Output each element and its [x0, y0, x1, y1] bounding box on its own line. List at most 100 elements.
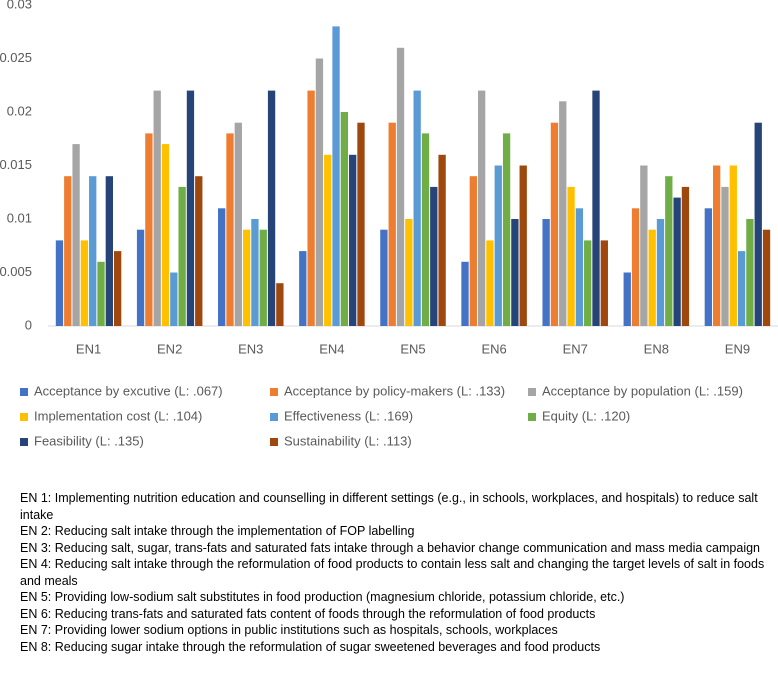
bar	[97, 261, 105, 326]
legend-swatch	[270, 438, 278, 446]
y-tick-label: 0.005	[0, 264, 32, 279]
bar	[567, 186, 575, 326]
bar	[299, 251, 307, 326]
bar	[737, 251, 746, 326]
note: EN 8: Reducing sugar intake through the …	[20, 639, 601, 654]
y-tick-label: 0	[25, 317, 32, 332]
bar	[153, 90, 161, 326]
bar	[519, 165, 527, 326]
note: EN 5: Providing low-sodium salt substitu…	[20, 590, 625, 604]
bar	[762, 229, 771, 326]
bar	[511, 219, 519, 326]
x-tick-label: EN1	[76, 341, 101, 356]
x-tick-label: EN3	[238, 341, 263, 356]
bar	[315, 58, 324, 326]
bar	[234, 122, 242, 326]
bar	[186, 90, 195, 326]
x-tick-label: EN2	[157, 341, 182, 356]
bar	[413, 90, 421, 326]
bar	[178, 186, 186, 326]
y-tick-label: 0.025	[0, 50, 32, 65]
bar	[267, 90, 276, 326]
bar	[542, 219, 550, 326]
legend-swatch	[270, 413, 278, 421]
bar	[438, 154, 446, 326]
bar	[502, 133, 511, 326]
x-tick-label: EN6	[481, 341, 506, 356]
bar	[276, 283, 284, 326]
bar	[640, 165, 648, 326]
bar	[340, 112, 349, 326]
bar	[486, 240, 494, 326]
legend-label: Sustainability (L: .113)	[284, 433, 412, 448]
bar	[469, 176, 477, 326]
bar	[648, 229, 656, 326]
bar	[623, 272, 631, 326]
bar	[242, 229, 251, 326]
note: EN 7: Providing lower sodium options in …	[20, 623, 558, 637]
legend-swatch	[528, 388, 536, 396]
bar	[195, 176, 203, 326]
y-tick-label: 0.015	[0, 157, 32, 172]
legend-label: Implementation cost (L: .104)	[34, 408, 202, 423]
bar	[631, 208, 640, 326]
y-tick-label: 0.01	[7, 210, 32, 225]
bar	[80, 240, 89, 326]
notes: EN 1: Implementing nutrition education a…	[20, 490, 772, 655]
y-tick-label: 0.03	[7, 0, 32, 11]
bar	[704, 208, 713, 326]
note: EN 6: Reducing trans-fats and saturated …	[20, 606, 596, 621]
legend-swatch	[20, 438, 28, 446]
legend-swatch	[20, 388, 28, 396]
bar	[136, 229, 145, 326]
bar	[64, 176, 72, 326]
chart: 0 0.005 0.01 0.015 0.02 0.025 0.03 EN1 EN2 EN3 EN4…	[0, 0, 778, 448]
bar	[665, 176, 673, 326]
legend-label: Equity (L: .120)	[542, 408, 630, 423]
bar	[388, 122, 396, 326]
note: EN 3: Reducing salt, sugar, trans-fats a…	[20, 540, 761, 555]
bar	[161, 144, 170, 326]
bar	[226, 133, 234, 326]
x-tick-label: EN9	[725, 341, 750, 356]
bar	[430, 186, 438, 326]
legend-swatch	[528, 413, 536, 421]
bar	[729, 165, 737, 326]
bar	[307, 90, 315, 326]
bar	[550, 122, 559, 326]
bar	[89, 176, 97, 326]
legend-label: Effectiveness (L: .169)	[284, 408, 413, 423]
bar	[145, 133, 153, 326]
bar	[673, 197, 681, 326]
bar	[421, 133, 430, 326]
bar	[349, 154, 357, 326]
bar	[754, 122, 762, 326]
bar	[477, 90, 486, 326]
legend-label: Acceptance by policy-makers (L: .133)	[284, 383, 505, 398]
bar	[721, 186, 729, 326]
legend-label: Acceptance by excutive (L: .067)	[34, 383, 223, 398]
bar	[559, 101, 567, 326]
bar	[259, 229, 267, 326]
bar	[170, 272, 178, 326]
bar	[592, 90, 600, 326]
y-tick-label: 0.02	[7, 103, 32, 118]
bar	[494, 165, 502, 326]
legend-swatch	[270, 388, 278, 396]
bar	[713, 165, 721, 326]
x-tick-label: EN5	[400, 341, 425, 356]
bar	[584, 240, 592, 326]
bar	[332, 26, 340, 327]
bar	[681, 186, 690, 326]
legend-label: Feasibility (L: .135)	[34, 433, 144, 448]
note: EN 1: Implementing nutrition education a…	[20, 491, 758, 522]
bar	[461, 261, 469, 326]
bar	[600, 240, 608, 326]
bar	[218, 208, 226, 326]
bar	[746, 219, 754, 326]
bar	[380, 229, 388, 326]
x-tick-label: EN8	[644, 341, 669, 356]
bar	[251, 219, 259, 326]
bar	[55, 240, 64, 326]
